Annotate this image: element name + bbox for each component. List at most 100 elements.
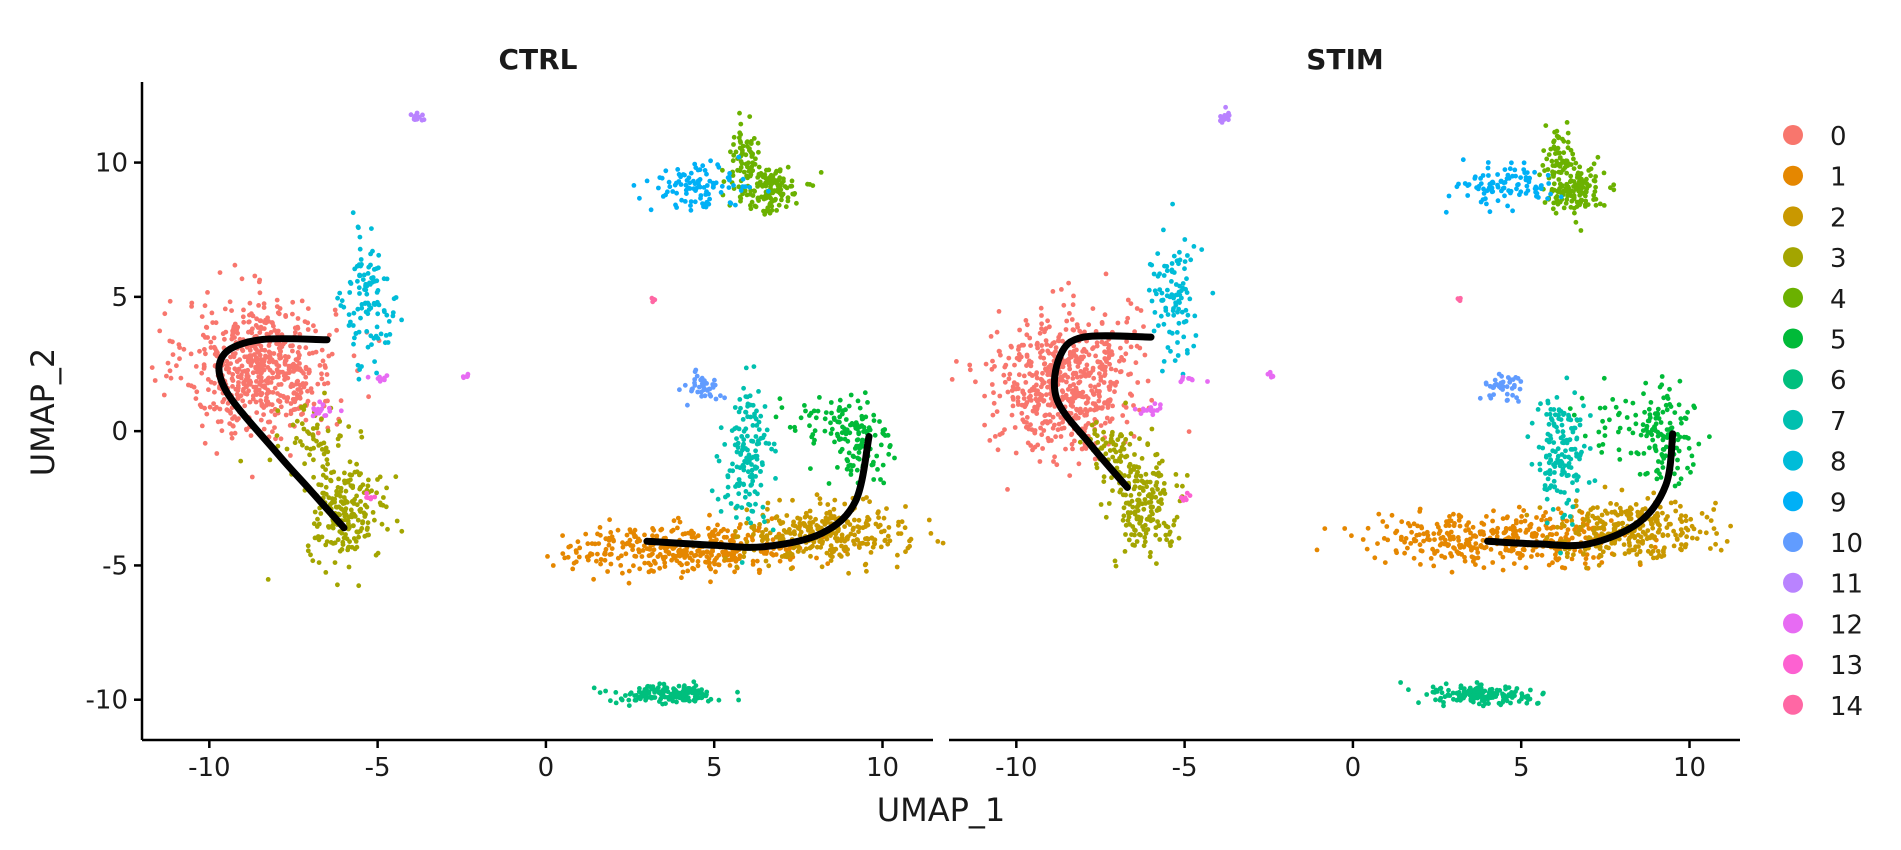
point — [298, 387, 303, 393]
point — [608, 561, 614, 567]
point — [1069, 317, 1075, 322]
point — [256, 387, 262, 393]
point — [1571, 195, 1577, 201]
point — [865, 522, 871, 528]
point — [887, 444, 893, 450]
point — [1569, 556, 1575, 562]
point — [384, 485, 389, 491]
point — [1210, 290, 1216, 296]
point — [570, 566, 576, 572]
point — [1135, 380, 1141, 385]
point — [321, 451, 327, 457]
point — [1398, 680, 1403, 685]
point — [1084, 409, 1090, 415]
point — [995, 447, 1001, 453]
point — [733, 529, 738, 534]
point — [692, 380, 697, 386]
point — [1587, 446, 1593, 451]
point — [666, 696, 672, 702]
point — [640, 548, 646, 553]
point — [1454, 549, 1460, 554]
point — [856, 529, 861, 535]
point — [1512, 693, 1517, 699]
point — [739, 161, 745, 167]
point — [366, 264, 372, 270]
point — [1010, 394, 1016, 400]
point — [1489, 686, 1495, 692]
point — [1678, 527, 1684, 532]
point — [362, 514, 368, 519]
point — [928, 531, 934, 536]
point — [1506, 692, 1512, 698]
point — [1038, 425, 1043, 431]
point — [1152, 310, 1158, 315]
point — [571, 560, 577, 566]
point — [1617, 425, 1623, 431]
point — [1635, 539, 1641, 544]
point — [1562, 512, 1567, 518]
point — [1129, 393, 1135, 398]
point — [805, 181, 810, 187]
point — [328, 478, 334, 484]
point — [850, 463, 855, 469]
point — [750, 423, 756, 428]
point — [636, 689, 642, 695]
point — [1070, 376, 1076, 381]
point — [1066, 280, 1071, 286]
point — [277, 355, 283, 361]
point — [1489, 528, 1494, 534]
point — [275, 408, 281, 414]
point — [736, 483, 742, 489]
point — [837, 405, 842, 410]
point — [1136, 497, 1141, 503]
point — [1438, 536, 1444, 541]
point — [246, 388, 252, 394]
point — [777, 497, 782, 503]
point — [1120, 517, 1126, 523]
cluster-11-points — [408, 110, 427, 123]
point — [1654, 476, 1660, 482]
point — [692, 377, 698, 382]
point — [311, 457, 316, 463]
point — [1561, 138, 1567, 144]
point — [1173, 302, 1179, 308]
point — [1563, 200, 1569, 206]
point — [1539, 552, 1545, 558]
point — [1711, 507, 1717, 512]
point — [1098, 374, 1104, 380]
cluster-6-points — [1398, 680, 1546, 709]
point — [1139, 456, 1145, 461]
point — [1623, 398, 1629, 404]
point — [369, 488, 374, 494]
point — [1477, 529, 1483, 535]
point — [776, 202, 782, 208]
point — [261, 412, 266, 417]
point — [845, 438, 851, 444]
point — [290, 343, 295, 349]
point — [1165, 345, 1171, 350]
point — [1059, 388, 1065, 394]
point — [598, 561, 603, 567]
point — [1112, 558, 1118, 564]
point — [1169, 261, 1175, 266]
point — [815, 408, 821, 414]
point — [751, 364, 757, 369]
point — [1584, 565, 1589, 571]
point — [1105, 405, 1111, 410]
point — [1477, 395, 1483, 401]
point — [318, 511, 324, 516]
point — [236, 380, 241, 385]
point — [230, 330, 236, 336]
point — [997, 393, 1003, 399]
point — [269, 402, 275, 408]
point — [278, 382, 284, 387]
point — [1507, 166, 1513, 172]
point — [1170, 308, 1176, 314]
point — [1703, 530, 1709, 536]
point — [346, 424, 352, 429]
point — [684, 191, 689, 197]
point — [326, 495, 332, 501]
point — [832, 417, 837, 422]
point — [1643, 380, 1649, 386]
point — [748, 206, 754, 212]
